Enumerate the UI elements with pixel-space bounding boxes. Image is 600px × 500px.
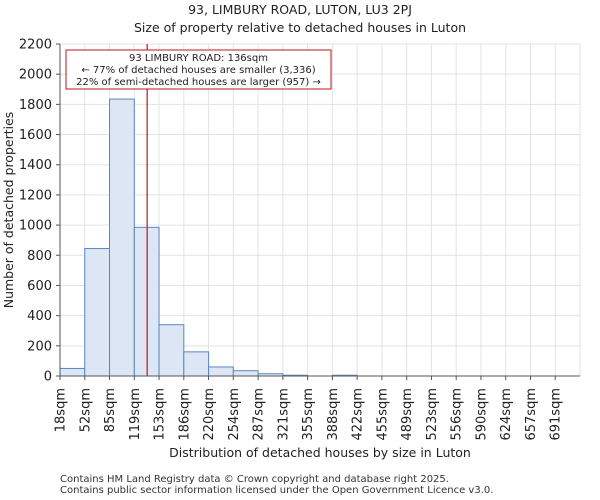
x-tick-label-489sqm: 489sqm xyxy=(400,388,415,441)
x-tick-label-119sqm: 119sqm xyxy=(128,388,143,441)
y-tick-label-0: 0 xyxy=(44,370,52,385)
y-tick-label-1600: 1600 xyxy=(19,128,52,143)
y-tick-label-1200: 1200 xyxy=(19,188,52,203)
annotation-line-2: ← 77% of detached houses are smaller (3,… xyxy=(81,65,315,76)
bar-153sqm xyxy=(158,324,185,377)
y-tick-label-1000: 1000 xyxy=(19,219,52,234)
y-tick-label-2200: 2200 xyxy=(19,38,52,53)
bar-85sqm xyxy=(109,98,135,377)
bar-254sqm xyxy=(232,370,259,377)
x-axis-title: Distribution of detached houses by size … xyxy=(169,445,471,460)
x-tick-label-422sqm: 422sqm xyxy=(351,388,366,441)
x-tick-label-657sqm: 657sqm xyxy=(524,388,539,441)
x-tick-label-590sqm: 590sqm xyxy=(474,388,489,441)
y-tick-label-200: 200 xyxy=(27,339,52,354)
y-tick-label-400: 400 xyxy=(27,309,52,324)
x-tick-label-220sqm: 220sqm xyxy=(202,388,217,441)
x-tick-label-355sqm: 355sqm xyxy=(301,388,316,441)
x-tick-label-321sqm: 321sqm xyxy=(276,388,291,441)
x-tick-label-186sqm: 186sqm xyxy=(177,388,192,441)
histogram-chart: 0 200 400 600 800 1000 1200 1400 1600 1800 2000 220… xyxy=(1,38,581,460)
x-tick-label-624sqm: 624sqm xyxy=(499,388,514,441)
y-tick-label-2000: 2000 xyxy=(19,68,52,83)
bar-18sqm xyxy=(59,367,86,377)
x-tick-label-691sqm: 691sqm xyxy=(549,388,564,441)
x-tick-label-153sqm: 153sqm xyxy=(153,388,168,441)
annotation-box xyxy=(65,49,332,90)
x-tick-label-388sqm: 388sqm xyxy=(326,388,341,441)
x-tick-label-254sqm: 254sqm xyxy=(227,388,242,441)
annotation-line-3: 22% of semi-detached houses are larger (… xyxy=(76,77,321,88)
x-tick-label-556sqm: 556sqm xyxy=(450,388,465,441)
footer-line-1: Contains HM Land Registry data © Crown c… xyxy=(60,474,449,485)
y-axis-title: Number of detached properties xyxy=(1,112,16,309)
bar-220sqm xyxy=(208,366,234,377)
x-tick-label-85sqm: 85sqm xyxy=(103,388,118,432)
bar-186sqm xyxy=(183,351,210,377)
x-tick-label-18sqm: 18sqm xyxy=(54,388,69,432)
annotation-line-1: 93 LIMBURY ROAD: 136sqm xyxy=(129,53,268,64)
bar-52sqm xyxy=(84,247,111,377)
x-tick-label-523sqm: 523sqm xyxy=(425,388,440,441)
chart-subtitle: Size of property relative to detached ho… xyxy=(133,20,467,35)
y-tick-label-800: 800 xyxy=(27,249,52,264)
y-tick-label-600: 600 xyxy=(27,279,52,294)
x-tick-label-455sqm: 455sqm xyxy=(375,388,390,441)
y-tick-label-1800: 1800 xyxy=(19,98,52,113)
y-tick-label-1400: 1400 xyxy=(19,158,52,173)
chart-title: 93, LIMBURY ROAD, LUTON, LU3 2PJ xyxy=(188,2,412,17)
x-tick-label-287sqm: 287sqm xyxy=(252,388,267,441)
footer-line-2: Contains public sector information licen… xyxy=(60,485,494,496)
x-tick-label-52sqm: 52sqm xyxy=(78,388,93,432)
